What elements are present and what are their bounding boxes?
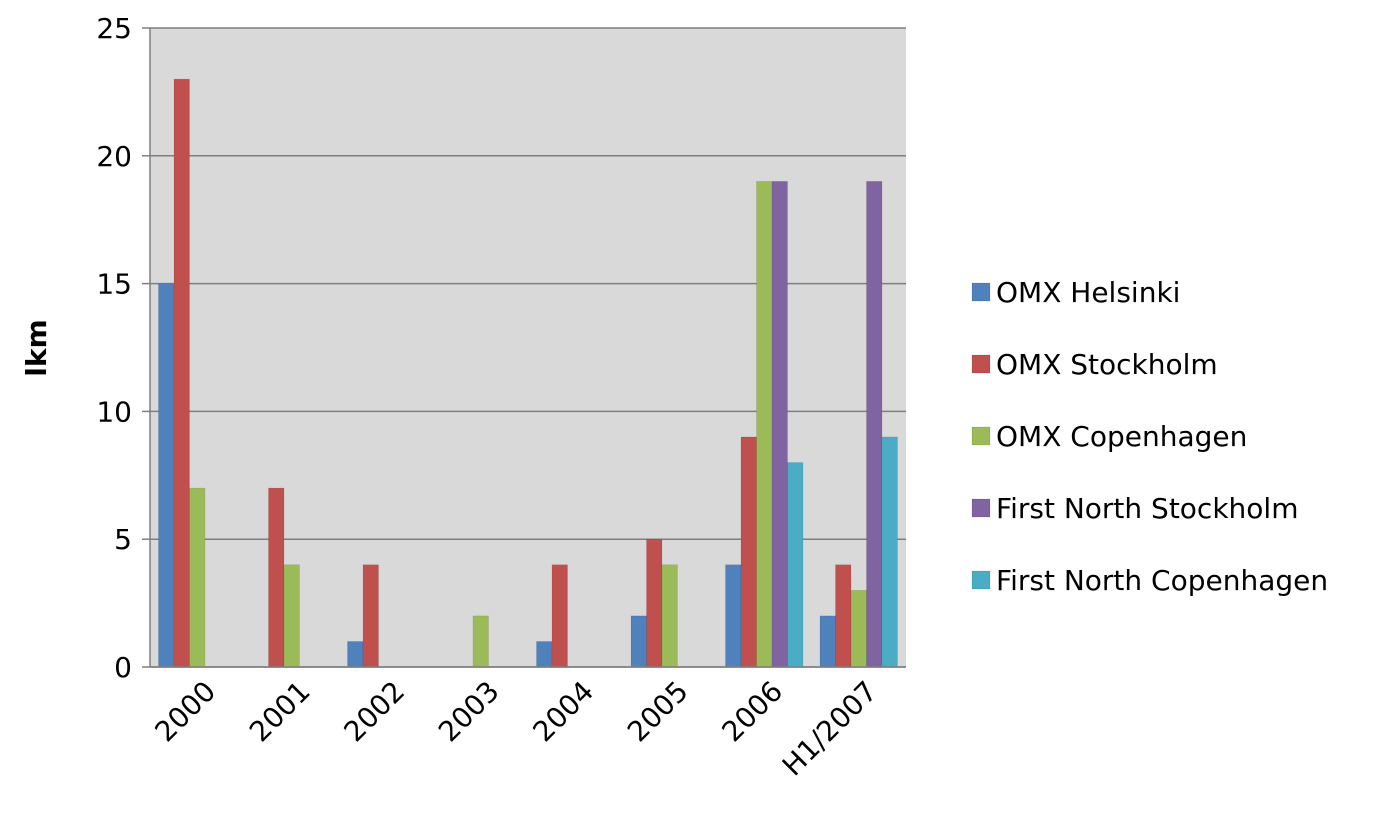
legend-label: OMX Helsinki (996, 276, 1180, 309)
bar (189, 487, 206, 668)
x-tick-label: 2000 (148, 675, 222, 749)
bar (866, 181, 883, 668)
x-tick-label: 2004 (526, 675, 600, 749)
bar (819, 615, 836, 668)
legend-label: OMX Copenhagen (996, 420, 1247, 453)
x-tick-label: H1/2007 (776, 675, 884, 783)
legend-swatch (971, 570, 991, 590)
bar (173, 78, 190, 668)
bar (881, 436, 898, 668)
bar (283, 564, 300, 668)
y-tick-label: 15 (96, 268, 132, 301)
bar (771, 181, 788, 668)
y-tick-label: 10 (96, 395, 132, 428)
x-tick-label: 2006 (715, 675, 789, 749)
bar (850, 590, 867, 668)
bar (551, 564, 568, 668)
bar (158, 283, 175, 668)
bar (756, 181, 773, 668)
x-tick-label: 2002 (337, 675, 411, 749)
bar (787, 462, 804, 668)
legend-swatch (971, 426, 991, 446)
x-tick-label: 2005 (621, 675, 695, 749)
bars (150, 78, 906, 668)
y-axis-title: lkm (20, 319, 53, 376)
bar (362, 564, 379, 668)
y-tick-label: 20 (96, 140, 132, 173)
bar (646, 538, 663, 668)
legend: OMX Helsinki OMX Stockholm OMX Copenhagen F… (971, 276, 1328, 597)
x-tick-label: 2001 (243, 675, 317, 749)
bar (725, 564, 742, 668)
bar (835, 564, 852, 668)
bar (268, 487, 285, 668)
bar (536, 641, 553, 668)
x-tick-label: 2003 (432, 675, 506, 749)
bar (347, 641, 364, 668)
y-axis-ticks: 0 5 10 15 20 25 (96, 12, 150, 684)
legend-label: OMX Stockholm (996, 348, 1218, 381)
legend-label: First North Copenhagen (996, 564, 1328, 597)
legend-swatch (971, 282, 991, 302)
y-tick-label: 0 (114, 651, 132, 684)
bar (630, 615, 647, 668)
y-tick-label: 5 (114, 523, 132, 556)
bar (472, 615, 489, 668)
legend-swatch (971, 498, 991, 518)
bar (661, 564, 678, 668)
legend-swatch (971, 354, 991, 374)
y-tick-label: 25 (96, 12, 132, 45)
legend-label: First North Stockholm (996, 492, 1298, 525)
bar (740, 436, 757, 668)
